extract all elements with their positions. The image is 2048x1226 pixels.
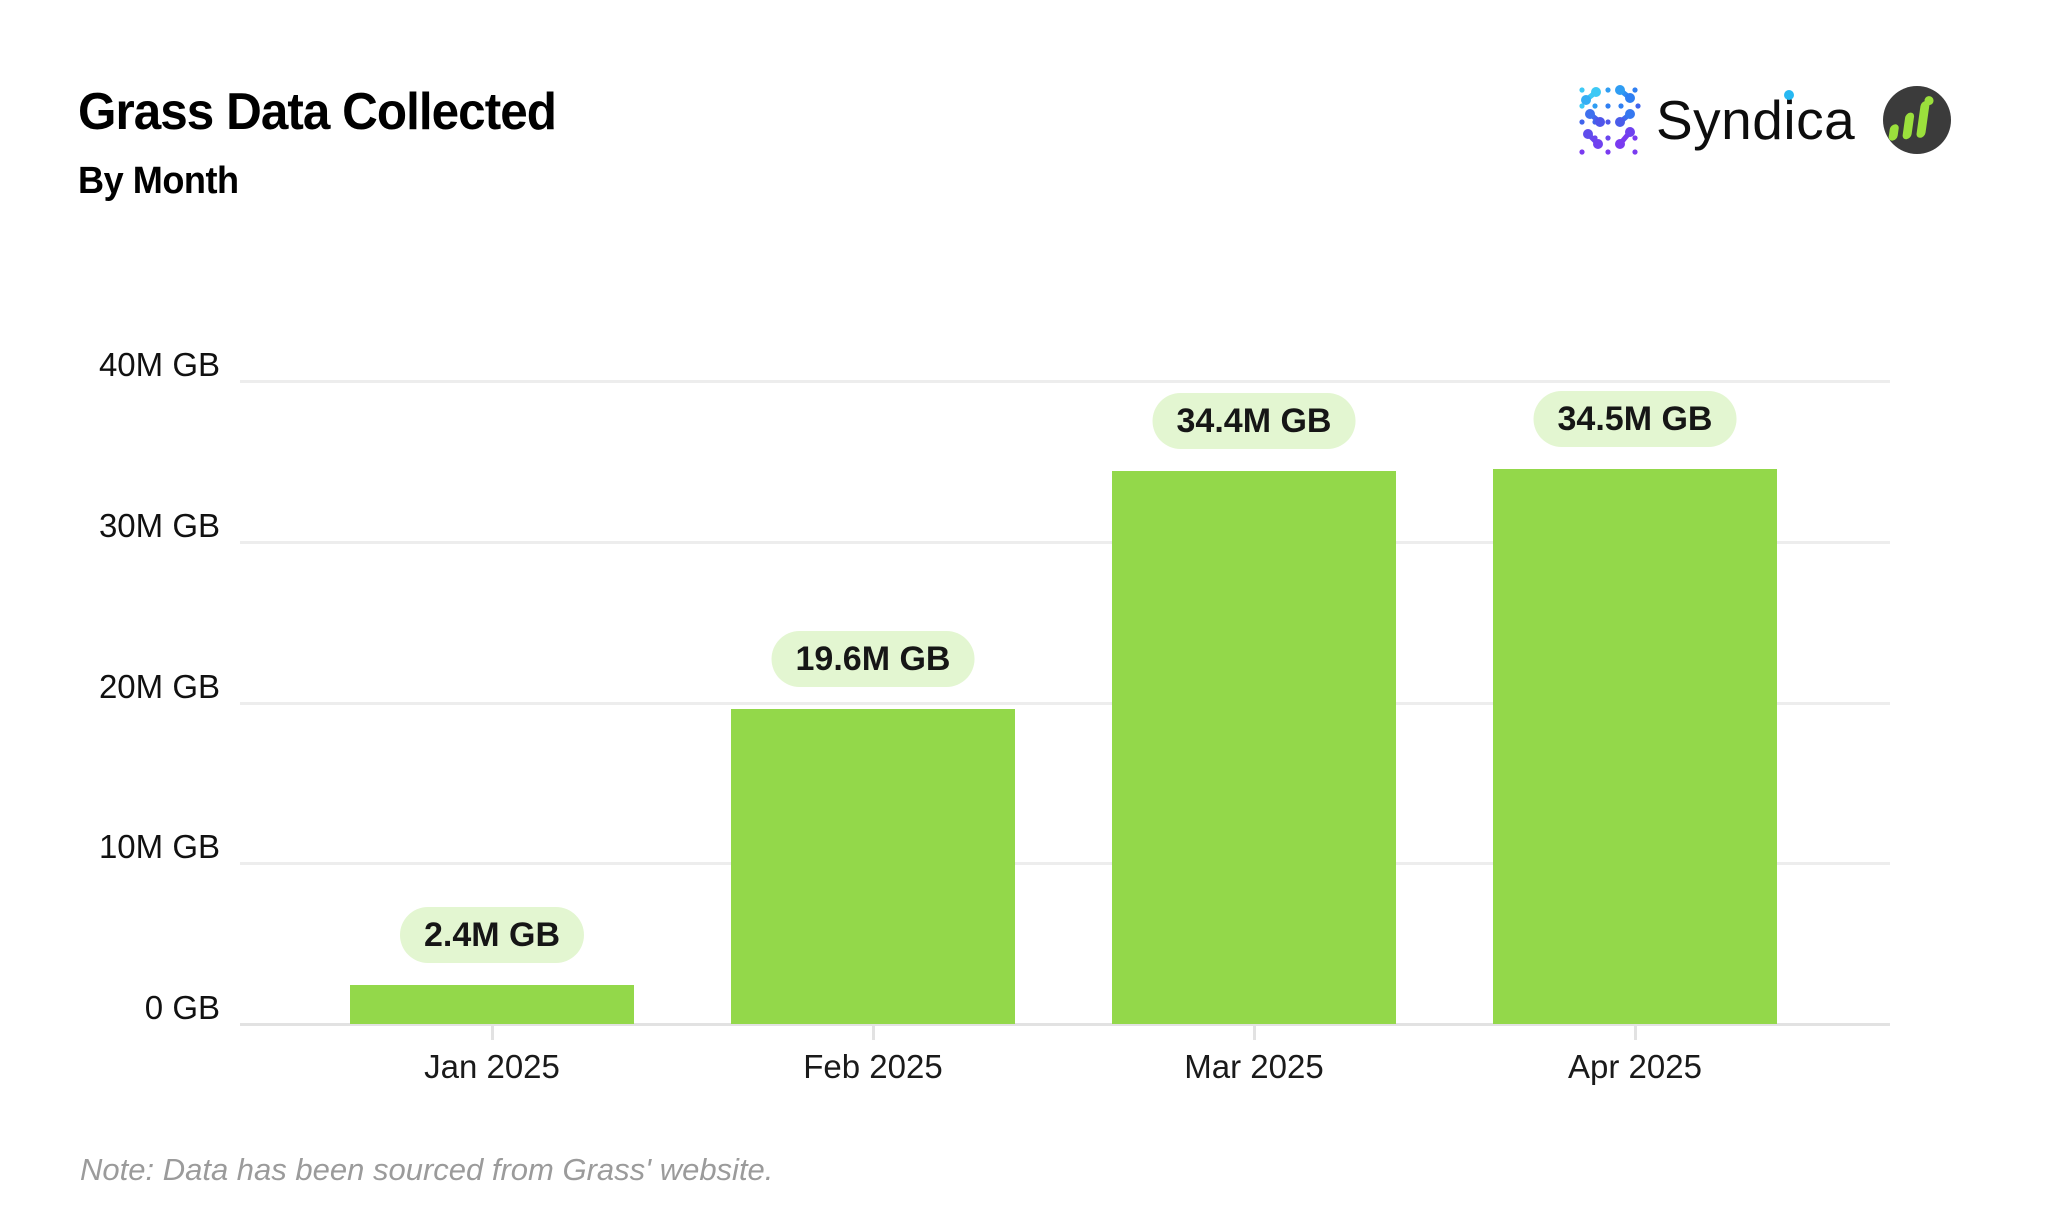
y-axis-tick-label: 30M GB (98, 506, 220, 544)
value-badge: 34.4M GB (1152, 393, 1356, 450)
syndica-word-post: ca (1796, 89, 1856, 151)
syndica-word-pre: Synd (1656, 89, 1784, 151)
value-badge: 34.5M GB (1533, 391, 1737, 448)
x-axis-category-label: Feb 2025 (803, 1048, 943, 1085)
y-gridline (240, 540, 1890, 544)
x-axis-category-label: Jan 2025 (424, 1048, 560, 1085)
y-axis-tick-label: 40M GB (98, 346, 220, 383)
value-badge: 19.6M GB (771, 630, 975, 687)
y-gridline (240, 701, 1890, 705)
x-axis-category-label: Mar 2025 (1184, 1048, 1324, 1085)
y-axis-tick-label: 20M GB (98, 667, 220, 705)
syndica-logo-icon (1579, 85, 1641, 155)
bar-feb-2025 (731, 708, 1015, 1024)
footnote: Note: Data has been sourced from Grass' … (80, 1152, 774, 1187)
page-title: Grass Data Collected (78, 83, 557, 141)
bar-jan-2025 (350, 985, 634, 1024)
x-axis-tick (1253, 1026, 1256, 1040)
x-axis-tick (872, 1026, 875, 1040)
y-axis-tick-label: 10M GB (98, 828, 220, 866)
value-badge: 2.4M GB (399, 907, 585, 964)
y-axis-tick-label: 0 GB (144, 989, 220, 1026)
y-gridline (240, 862, 1890, 866)
y-gridline (240, 380, 1890, 383)
bar-apr-2025 (1493, 469, 1777, 1024)
x-axis-tick (1634, 1026, 1637, 1040)
grass-logo-icon (1883, 86, 1952, 154)
bar-mar-2025 (1112, 471, 1396, 1024)
syndica-wordmark: Syndica (1656, 82, 1855, 158)
syndica-word-i: i (1783, 82, 1796, 158)
logo-group: Syndica (1578, 82, 1952, 158)
page-subtitle: By Month (78, 160, 239, 202)
x-axis-tick (491, 1026, 494, 1040)
x-axis-category-label: Apr 2025 (1568, 1048, 1702, 1085)
x-axis-line (240, 1023, 1890, 1026)
